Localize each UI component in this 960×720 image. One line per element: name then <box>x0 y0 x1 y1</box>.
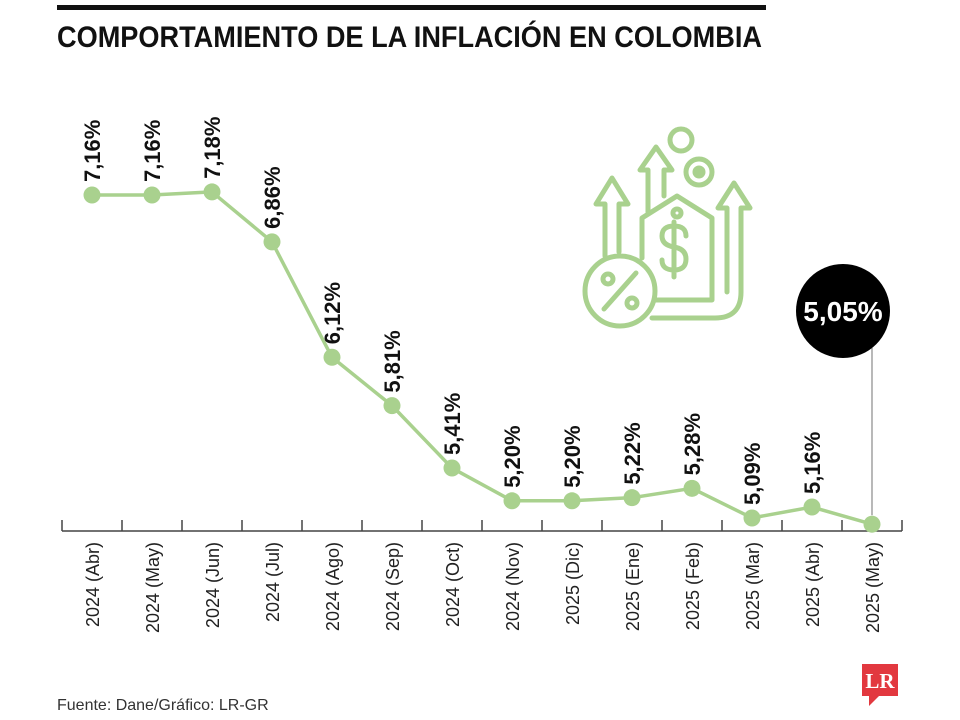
data-label: 5,20% <box>560 425 585 487</box>
x-ticks <box>61 520 903 531</box>
x-tick-label: 2024 (May) <box>143 542 163 633</box>
data-label: 5,41% <box>440 393 465 455</box>
data-points <box>83 183 881 533</box>
data-label: 5,81% <box>380 330 405 392</box>
x-tick-label: 2025 (May) <box>863 542 883 633</box>
x-tick-label: 2025 (Abr) <box>803 542 823 627</box>
data-point <box>623 489 641 507</box>
x-tick-label: 2024 (Sep) <box>383 542 403 631</box>
top-rule <box>57 5 766 10</box>
x-tick-label: 2024 (Abr) <box>83 542 103 627</box>
data-label: 7,16% <box>80 120 105 182</box>
data-point <box>383 397 401 415</box>
data-label: 6,12% <box>320 282 345 344</box>
series-line <box>92 190 873 526</box>
data-point <box>563 492 581 510</box>
x-tick-label: 2024 (Jun) <box>203 542 223 628</box>
highlight-callout: 5,05% <box>796 264 890 358</box>
data-point <box>143 186 161 204</box>
data-label: 5,16% <box>800 432 825 494</box>
callout-value: 5,05% <box>803 296 882 327</box>
x-tick-label: 2025 (Dic) <box>563 542 583 625</box>
logo-box <box>862 664 898 696</box>
x-tick-label: 2025 (Mar) <box>743 542 763 630</box>
callout-bubble <box>796 264 890 358</box>
data-label: 7,16% <box>140 120 165 182</box>
data-label: 5,09% <box>740 443 765 505</box>
data-label: 5,28% <box>680 413 705 475</box>
x-tick-label: 2024 (Jul) <box>263 542 283 622</box>
data-label: 6,86% <box>260 166 285 228</box>
x-tick-label: 2024 (Ago) <box>323 542 343 631</box>
data-point <box>263 233 281 251</box>
x-tick-label: 2024 (Oct) <box>443 542 463 627</box>
data-label: 5,22% <box>620 422 645 484</box>
data-point <box>803 498 821 516</box>
data-label: 7,18% <box>200 117 225 179</box>
data-point <box>203 183 221 201</box>
data-point <box>503 492 521 510</box>
data-labels: 7,16% 7,16% 7,18% 6,86% 6,12% 5,81% 5,41% 5,20%… <box>80 117 825 505</box>
inflation-icon <box>582 126 753 329</box>
data-point <box>443 459 461 477</box>
data-label: 5,20% <box>500 425 525 487</box>
source-note: Fuente: Dane/Gráfico: LR-GR <box>57 697 269 714</box>
data-point <box>83 186 101 204</box>
data-point <box>863 515 881 533</box>
data-point <box>683 479 701 497</box>
data-point <box>743 509 761 527</box>
x-tick-labels: 2024 (Abr) 2024 (May) 2024 (Jun) 2024 (Jul)… <box>83 542 883 633</box>
x-tick-label: 2025 (Feb) <box>683 542 703 630</box>
x-tick-label: 2025 (Ene) <box>623 542 643 631</box>
x-tick-label: 2024 (Nov) <box>503 542 523 631</box>
data-point <box>323 348 341 366</box>
logo-tail <box>869 695 880 706</box>
logo-text: LR <box>865 669 895 693</box>
lr-logo: LR <box>862 664 898 706</box>
chart-title: COMPORTAMIENTO DE LA INFLACIÓN EN COLOMB… <box>57 20 762 54</box>
